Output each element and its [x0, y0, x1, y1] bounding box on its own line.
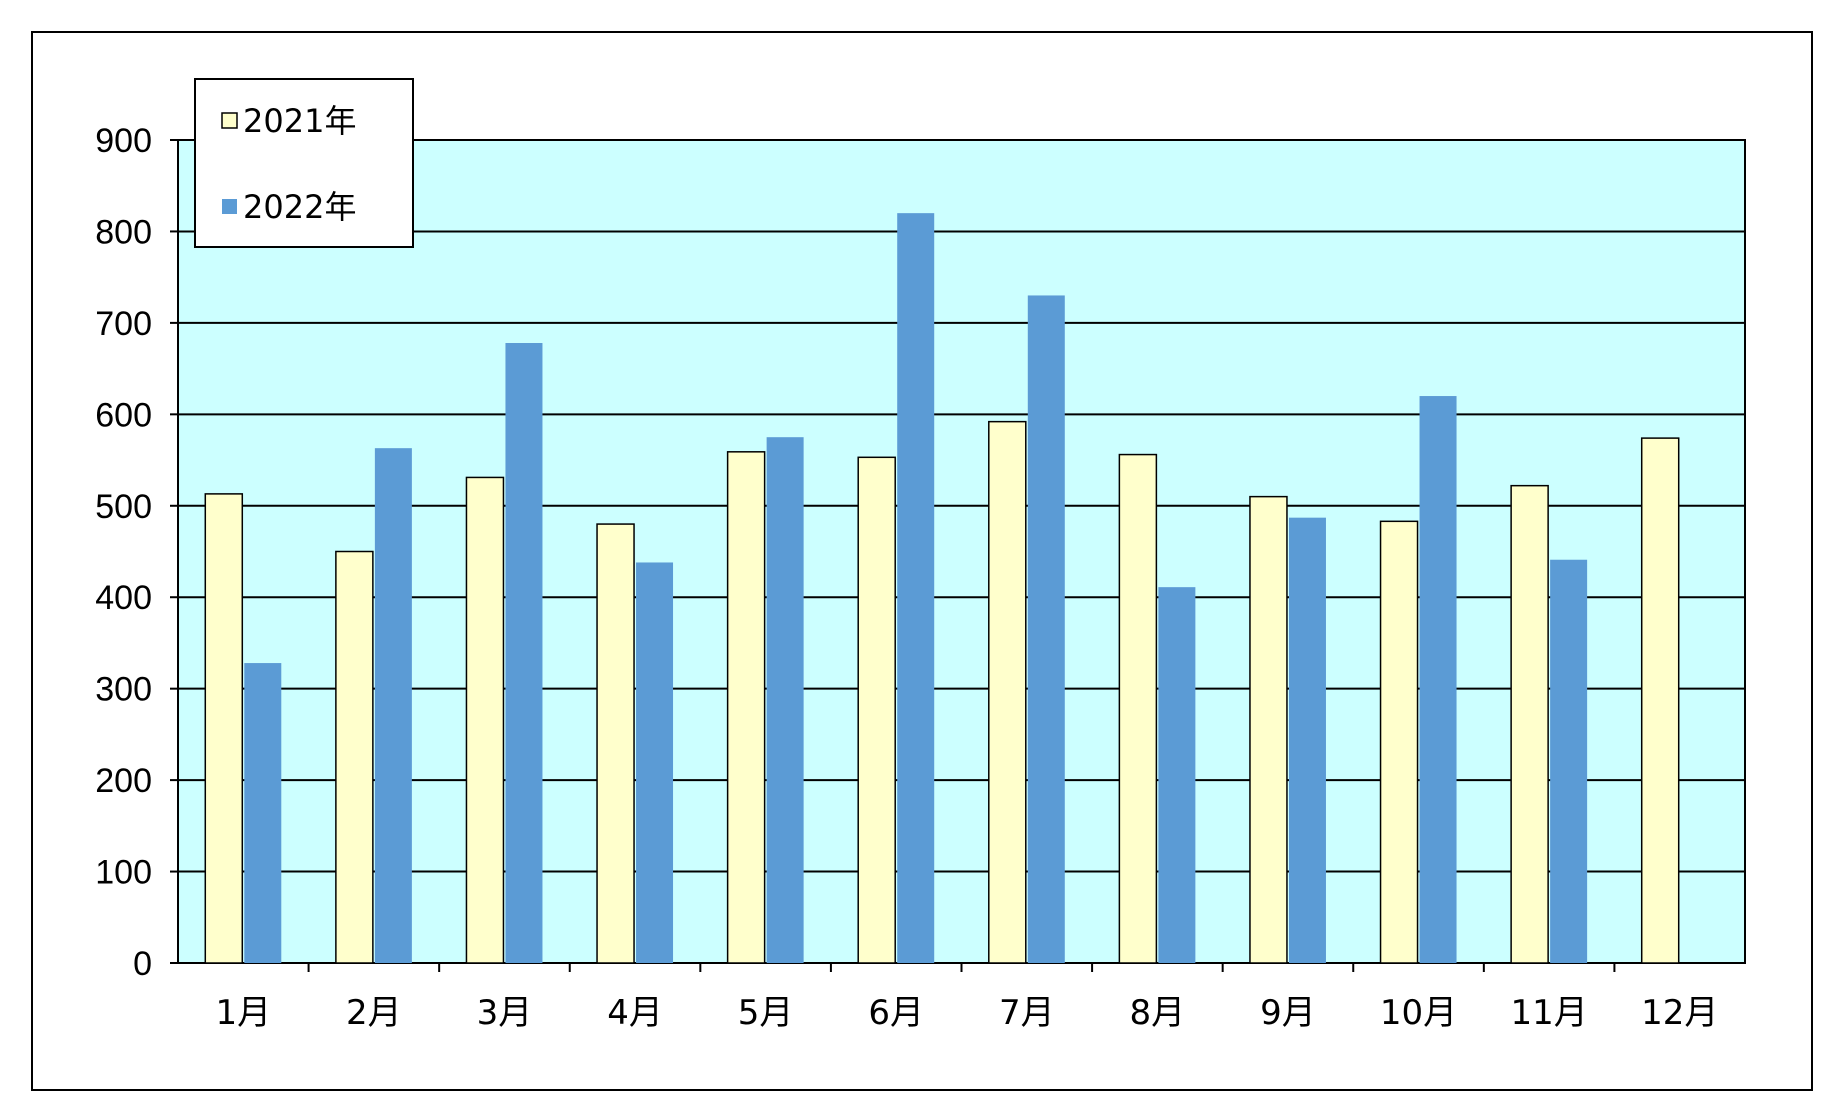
bar-series1	[1249, 495, 1288, 964]
x-tick-label: 4月	[607, 993, 663, 1033]
legend: 2021年 2022年	[194, 78, 414, 248]
bar-series1	[1118, 453, 1158, 964]
bar-series1	[335, 550, 374, 964]
y-tick-label: 600	[95, 396, 152, 434]
bar-series1	[465, 476, 505, 964]
y-tick-label: 100	[95, 854, 152, 892]
plot-area	[177, 139, 1746, 964]
bar-series1	[1379, 520, 1419, 964]
legend-label: 2022年	[243, 188, 356, 226]
bar-series2	[1550, 559, 1588, 963]
legend-box	[194, 78, 414, 248]
y-tick-label: 800	[95, 213, 152, 251]
x-tick-label: 8月	[1130, 993, 1186, 1033]
bar-series1	[596, 523, 635, 964]
y-tick-label: 700	[95, 305, 152, 343]
y-tick-label: 900	[95, 122, 152, 160]
bar-series1	[1640, 437, 1680, 964]
x-tick-label: 7月	[999, 993, 1055, 1033]
x-tick-label: 10月	[1380, 993, 1457, 1033]
y-tick-label: 200	[95, 762, 152, 800]
legend-label: 2021年	[243, 102, 356, 140]
bar-series2	[1027, 295, 1065, 963]
x-tick-label: 3月	[477, 993, 533, 1033]
x-tick-label: 5月	[738, 993, 794, 1033]
bar-series2	[505, 343, 543, 963]
bar-series1	[988, 420, 1027, 964]
bar-series2	[1158, 587, 1196, 963]
bar-series2	[374, 448, 412, 963]
x-tick-label: 1月	[215, 993, 271, 1033]
axes: 0 100 200 300 400 500 600 700 800 900 1月 2月 3月 4月 5月 6月…	[95, 122, 1718, 1033]
bars	[204, 213, 1680, 964]
bar-series1	[204, 493, 244, 964]
bar-series2	[897, 213, 935, 964]
bar-series1	[726, 451, 766, 964]
bar-series2	[1288, 517, 1326, 963]
bar-series1	[857, 456, 896, 964]
x-tick-label: 11月	[1510, 993, 1587, 1033]
x-tick-label: 9月	[1260, 993, 1316, 1033]
x-tick-label: 2月	[346, 993, 402, 1033]
y-tick-label: 400	[95, 579, 152, 617]
bar-series2	[766, 437, 804, 963]
y-tick-label: 300	[95, 671, 152, 709]
bar-series1	[1510, 484, 1549, 964]
legend-swatch	[222, 199, 237, 214]
x-tick-label: 12月	[1641, 993, 1718, 1033]
gridlines	[178, 230, 1745, 873]
y-tick-label: 0	[133, 945, 152, 983]
x-tick-label: 6月	[868, 993, 924, 1033]
bar-series2	[1419, 396, 1457, 963]
bar-series2	[636, 562, 674, 963]
y-tick-label: 500	[95, 488, 152, 526]
legend-swatch	[221, 112, 238, 129]
bar-series2	[244, 663, 282, 963]
